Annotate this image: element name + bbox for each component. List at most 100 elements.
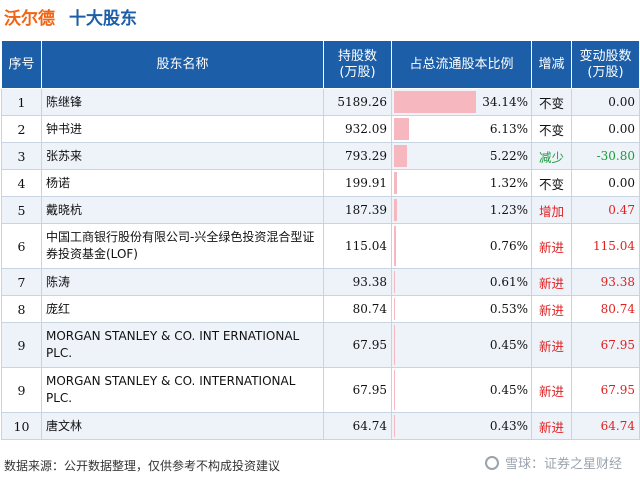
row-number: 9: [1, 322, 42, 368]
row-number: 4: [1, 169, 42, 197]
brand-logo: 雪球：证券之星财经: [484, 453, 622, 472]
page-title: 十大股东: [69, 8, 137, 29]
shares-held: 5189.26: [323, 88, 392, 116]
ratio-bar: [394, 415, 396, 437]
shareholder-name: 钟书进: [41, 115, 324, 143]
ratio-value: 34.14%: [482, 95, 528, 109]
col-header-ratio: 占总流通股本比例: [391, 40, 532, 89]
ratio-bar: [394, 199, 397, 221]
change-amount: -30.80: [571, 142, 640, 170]
change-amount: 67.95: [571, 367, 640, 413]
change-amount: 80.74: [571, 295, 640, 323]
ratio-value: 1.32%: [489, 176, 528, 190]
table-row: 6 中国工商银行股份有限公司-兴全绿色投资混合型证券投资基金(LOF) 115.04…: [1, 223, 640, 269]
ratio-cell: 1.32%: [391, 169, 532, 197]
shares-held: 64.74: [323, 412, 392, 440]
table-row: 1 陈继锋 5189.26 34.14% 不变 0.00: [1, 88, 640, 116]
change-status: 减少: [531, 142, 572, 170]
table-row: 3 张苏来 793.29 5.22% 减少 -30.80: [1, 142, 640, 170]
change-status: 不变: [531, 169, 572, 197]
table-row: 2 钟书进 932.09 6.13% 不变 0.00: [1, 115, 640, 143]
row-number: 5: [1, 196, 42, 224]
snowball-logo-icon: [484, 455, 499, 470]
shares-held: 932.09: [323, 115, 392, 143]
change-amount: 0.00: [571, 88, 640, 116]
shares-held: 115.04: [323, 223, 392, 269]
col-header-name: 股东名称: [41, 40, 324, 89]
change-status: 新进: [531, 223, 572, 269]
ratio-cell: 6.13%: [391, 115, 532, 143]
shareholder-name: 唐文林: [41, 412, 324, 440]
shareholder-name: MORGAN STANLEY & CO. INTERNATIONAL PLC.: [41, 367, 324, 413]
shareholder-name: MORGAN STANLEY & CO. INT ERNATIONAL PLC.: [41, 322, 324, 368]
ratio-value: 0.43%: [489, 419, 528, 433]
ratio-cell: 0.43%: [391, 412, 532, 440]
shares-held: 793.29: [323, 142, 392, 170]
col-header-shares: 持股数 (万股): [323, 40, 392, 89]
ratio-bar: [394, 145, 407, 167]
ratio-cell: 0.61%: [391, 268, 532, 296]
change-amount: 67.95: [571, 322, 640, 368]
change-status: 不变: [531, 88, 572, 116]
change-amount: 0.00: [571, 169, 640, 197]
ratio-bar: [394, 325, 396, 365]
change-amount: 93.38: [571, 268, 640, 296]
change-status: 新进: [531, 412, 572, 440]
shareholder-name: 陈继锋: [41, 88, 324, 116]
ratio-bar: [394, 91, 476, 113]
col-header-no: 序号: [1, 40, 42, 89]
shares-held: 80.74: [323, 295, 392, 323]
shareholder-name: 中国工商银行股份有限公司-兴全绿色投资混合型证券投资基金(LOF): [41, 223, 324, 269]
company-name: 沃尔德: [4, 8, 55, 29]
shares-held: 199.91: [323, 169, 392, 197]
table-header-row: 序号 股东名称 持股数 (万股) 占总流通股本比例 增减 变动股数 (万股): [1, 40, 640, 89]
ratio-value: 6.13%: [489, 122, 528, 136]
change-status: 新进: [531, 268, 572, 296]
ratio-bar: [394, 172, 398, 194]
change-status: 新进: [531, 295, 572, 323]
ratio-value: 1.23%: [489, 203, 528, 217]
row-number: 3: [1, 142, 42, 170]
change-amount: 0.47: [571, 196, 640, 224]
ratio-bar: [394, 118, 409, 140]
shares-held: 93.38: [323, 268, 392, 296]
ratio-cell: 34.14%: [391, 88, 532, 116]
change-amount: 0.00: [571, 115, 640, 143]
shares-held: 187.39: [323, 196, 392, 224]
table-row: 5 戴晓杭 187.39 1.23% 增加 0.47: [1, 196, 640, 224]
ratio-cell: 0.76%: [391, 223, 532, 269]
row-number: 9: [1, 367, 42, 413]
change-status: 新进: [531, 322, 572, 368]
change-status: 增加: [531, 196, 572, 224]
ratio-value: 0.61%: [489, 275, 528, 289]
ratio-bar: [394, 370, 396, 410]
ratio-cell: 0.53%: [391, 295, 532, 323]
change-amount: 115.04: [571, 223, 640, 269]
shareholder-name: 戴晓杭: [41, 196, 324, 224]
ratio-value: 0.53%: [489, 302, 528, 316]
change-status: 不变: [531, 115, 572, 143]
shareholders-table: 序号 股东名称 持股数 (万股) 占总流通股本比例 增减 变动股数 (万股) 1 陈继…: [1, 40, 640, 440]
row-number: 8: [1, 295, 42, 323]
ratio-value: 0.45%: [489, 383, 528, 397]
ratio-bar: [394, 226, 396, 266]
change-status: 新进: [531, 367, 572, 413]
table-row: 7 陈涛 93.38 0.61% 新进 93.38: [1, 268, 640, 296]
row-number: 10: [1, 412, 42, 440]
row-number: 1: [1, 88, 42, 116]
ratio-cell: 0.45%: [391, 367, 532, 413]
ratio-value: 0.45%: [489, 338, 528, 352]
ratio-value: 0.76%: [489, 239, 528, 253]
shareholder-name: 杨诺: [41, 169, 324, 197]
table-row: 9 MORGAN STANLEY & CO. INTERNATIONAL PLC.…: [1, 367, 640, 413]
row-number: 2: [1, 115, 42, 143]
col-header-delta: 变动股数 (万股): [571, 40, 640, 89]
brand-text: 雪球：证券之星财经: [504, 457, 622, 472]
shareholder-name: 陈涛: [41, 268, 324, 296]
ratio-bar: [394, 298, 396, 320]
ratio-cell: 5.22%: [391, 142, 532, 170]
row-number: 6: [1, 223, 42, 269]
shareholder-name: 庞红: [41, 295, 324, 323]
change-amount: 64.74: [571, 412, 640, 440]
row-number: 7: [1, 268, 42, 296]
